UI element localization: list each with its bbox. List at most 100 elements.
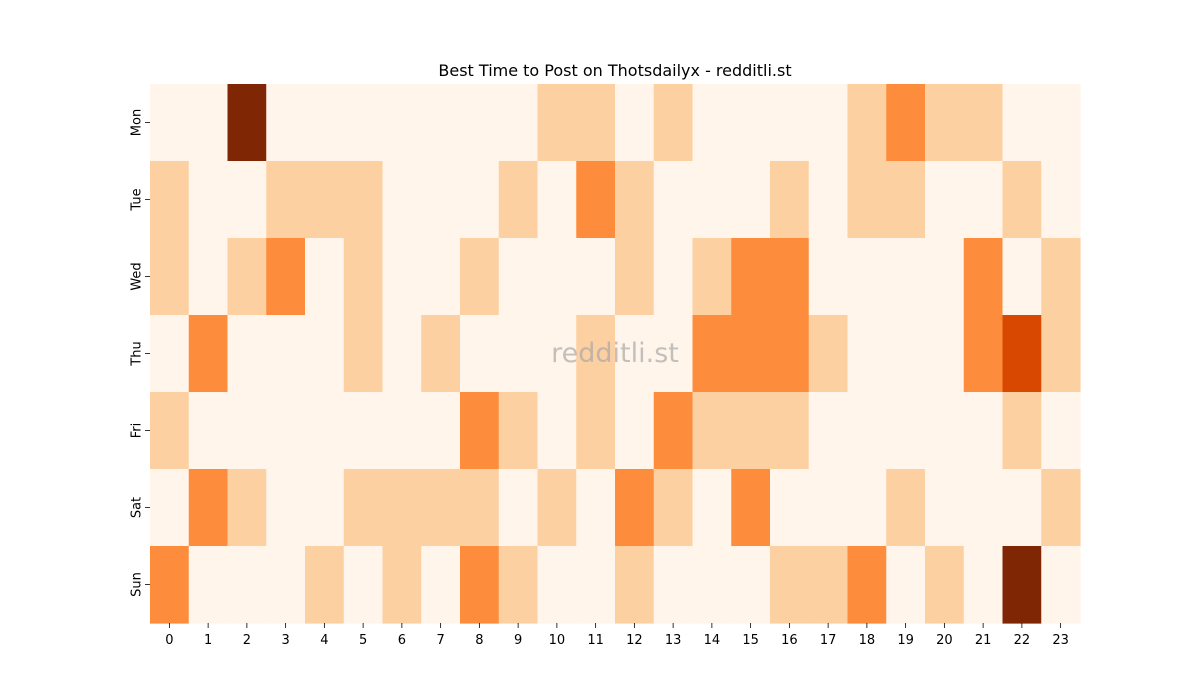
heatmap-cell (692, 84, 732, 162)
heatmap-cell (227, 84, 267, 162)
heatmap-cell (343, 546, 384, 624)
heatmap-cell (537, 161, 577, 239)
heatmap-cell (925, 392, 965, 470)
heatmap-cell (576, 161, 616, 239)
heatmap-cell (382, 546, 422, 624)
x-axis-ticks: 0 1 2 3 4 5 6 7 8 9 10 11 12 13 14 15 16 17 18 19 20 21 22 23 (165, 623, 1069, 648)
heatmap-cell (925, 161, 965, 239)
heatmap-cell (150, 546, 190, 624)
heatmap-cell (537, 392, 577, 470)
heatmap-cell (382, 315, 422, 393)
heatmap-cell (305, 546, 345, 624)
heatmap-cell (847, 161, 887, 239)
heatmap-cell (731, 392, 771, 470)
heatmap-cell (576, 238, 616, 316)
heatmap-cell (421, 84, 461, 162)
heatmap-cell (615, 546, 655, 624)
heatmap-cell (886, 392, 926, 470)
heatmap-cell (382, 84, 422, 162)
heatmap-cell (1041, 315, 1081, 393)
heatmap-cell (576, 392, 616, 470)
heatmap-cell (1041, 546, 1081, 624)
heatmap-cell (343, 238, 384, 316)
heatmap-cell (692, 238, 732, 316)
y-tick-label: Wed (130, 262, 145, 290)
heatmap-cell (188, 238, 229, 316)
x-tick-label: 22 (1014, 633, 1031, 648)
heatmap-cell (188, 315, 229, 393)
heatmap-cell (615, 392, 655, 470)
heatmap-cell (925, 238, 965, 316)
x-tick-label: 4 (320, 633, 328, 648)
heatmap-cell (847, 469, 887, 547)
heatmap-cell (343, 392, 384, 470)
heatmap-cell (963, 238, 1004, 316)
heatmap-cell (886, 84, 926, 162)
heatmap-cell (653, 161, 694, 239)
heatmap-cell (963, 161, 1004, 239)
heatmap-cell (808, 84, 849, 162)
x-tick-label: 23 (1052, 633, 1069, 648)
heatmap-cell (498, 469, 539, 547)
heatmap-cell (925, 546, 965, 624)
y-axis-ticks: Mon Tue Wed Thu Fri Sat Sun (130, 109, 150, 597)
heatmap-cell (692, 546, 732, 624)
heatmap-cell (188, 546, 229, 624)
x-tick-label: 20 (936, 633, 953, 648)
heatmap-cell (925, 315, 965, 393)
heatmap-cell (1041, 392, 1081, 470)
heatmap-cell (847, 238, 887, 316)
heatmap-cells (150, 84, 1081, 624)
chart-title: Best Time to Post on Thotsdailyx - reddi… (438, 61, 791, 80)
heatmap-cell (692, 392, 732, 470)
heatmap-cell (963, 392, 1004, 470)
heatmap-cell (305, 84, 345, 162)
heatmap-cell (692, 315, 732, 393)
heatmap-cell (305, 238, 345, 316)
heatmap-cell (886, 238, 926, 316)
heatmap-cell (886, 315, 926, 393)
x-tick-label: 9 (514, 633, 522, 648)
heatmap-cell (847, 546, 887, 624)
heatmap-cell (227, 238, 267, 316)
heatmap-cell (615, 315, 655, 393)
heatmap-cell (770, 238, 810, 316)
heatmap-cell (847, 315, 887, 393)
heatmap-cell (886, 469, 926, 547)
heatmap-cell (460, 546, 500, 624)
heatmap-cell (1002, 392, 1042, 470)
heatmap-cell (498, 84, 539, 162)
heatmap-cell (266, 546, 306, 624)
heatmap-cell (886, 546, 926, 624)
heatmap-cell (382, 238, 422, 316)
heatmap-cell (1041, 469, 1081, 547)
heatmap-cell (963, 84, 1004, 162)
heatmap-cell (808, 469, 849, 547)
heatmap-cell (537, 546, 577, 624)
heatmap-cell (150, 84, 190, 162)
x-tick-label: 0 (165, 633, 173, 648)
heatmap-cell (653, 392, 694, 470)
heatmap-cell (808, 238, 849, 316)
heatmap-cell (576, 469, 616, 547)
heatmap-cell (150, 238, 190, 316)
heatmap-cell (770, 392, 810, 470)
heatmap-cell (305, 392, 345, 470)
x-tick-label: 3 (281, 633, 289, 648)
heatmap-cell (188, 84, 229, 162)
x-tick-label: 10 (549, 633, 566, 648)
heatmap-cell (421, 161, 461, 239)
heatmap-cell (576, 546, 616, 624)
y-tick-label: Sat (130, 497, 145, 518)
heatmap-cell (615, 469, 655, 547)
heatmap-cell (460, 238, 500, 316)
heatmap-cell (188, 392, 229, 470)
heatmap-cell (150, 315, 190, 393)
heatmap-cell (770, 315, 810, 393)
heatmap-cell (421, 546, 461, 624)
heatmap-cell (537, 315, 577, 393)
heatmap-cell (653, 84, 694, 162)
x-tick-label: 2 (243, 633, 251, 648)
heatmap-cell (770, 84, 810, 162)
heatmap-cell (770, 469, 810, 547)
